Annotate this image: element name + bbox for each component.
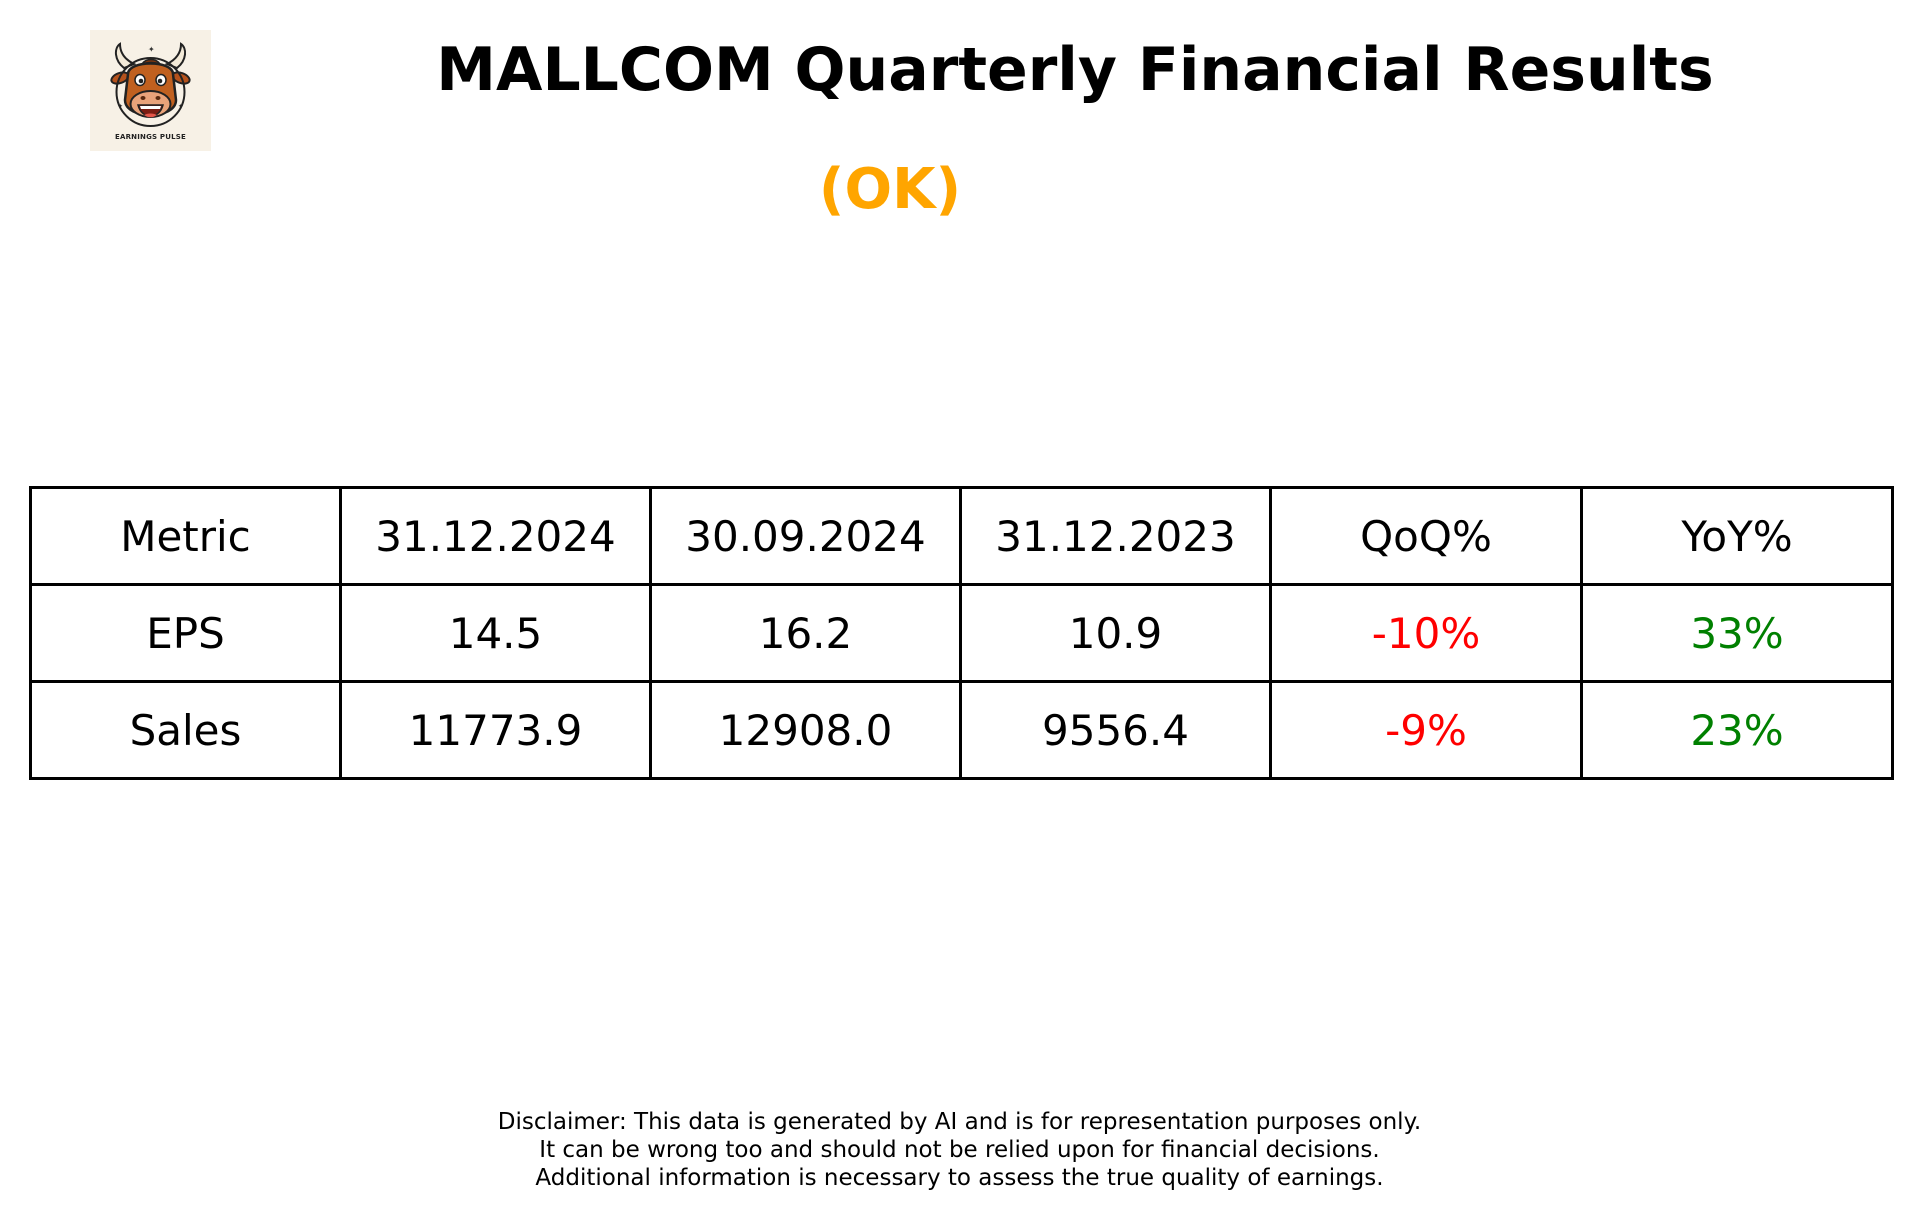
value-cell: 9556.4 (959, 680, 1272, 780)
table-header-row: Metric 31.12.2024 30.09.2024 31.12.2023 … (29, 486, 1894, 586)
qoq-change-cell: -9% (1269, 680, 1583, 780)
bull-mascot-icon: ✦ ✦ ✦ (110, 42, 191, 127)
metric-cell: Sales (29, 680, 342, 780)
column-header-yoy: YoY% (1580, 486, 1894, 586)
table-row-sales: Sales 11773.9 12908.0 9556.4 -9% 23% (29, 680, 1894, 780)
metric-cell: EPS (29, 583, 342, 683)
value-cell: 10.9 (959, 583, 1272, 683)
results-table: Metric 31.12.2024 30.09.2024 31.12.2023 … (29, 486, 1894, 780)
disclaimer: Disclaimer: This data is generated by AI… (0, 1108, 1919, 1192)
disclaimer-line: Additional information is necessary to a… (535, 1165, 1384, 1191)
earnings-pulse-logo: ✦ ✦ ✦ EARNINGS PULSE (90, 30, 211, 151)
yoy-change-cell: 23% (1580, 680, 1894, 780)
column-header-metric: Metric (29, 486, 342, 586)
disclaimer-line: Disclaimer: This data is generated by AI… (497, 1109, 1422, 1135)
svg-text:✦: ✦ (148, 45, 155, 54)
value-cell: 11773.9 (339, 680, 652, 780)
column-header-30-09-2024: 30.09.2024 (649, 486, 962, 586)
logo-text: EARNINGS PULSE (114, 133, 187, 141)
value-cell: 16.2 (649, 583, 962, 683)
value-cell: 12908.0 (649, 680, 962, 780)
yoy-change-cell: 33% (1580, 583, 1894, 683)
column-header-31-12-2023: 31.12.2023 (959, 486, 1272, 586)
disclaimer-line: It can be wrong too and should not be re… (539, 1137, 1380, 1163)
column-header-31-12-2024: 31.12.2024 (339, 486, 652, 586)
table-row-eps: EPS 14.5 16.2 10.9 -10% 33% (29, 583, 1894, 683)
value-cell: 14.5 (339, 583, 652, 683)
page-title: MALLCOM Quarterly Financial Results (436, 35, 1714, 105)
rating-label: (OK) (818, 157, 962, 222)
qoq-change-cell: -10% (1269, 583, 1583, 683)
column-header-qoq: QoQ% (1269, 486, 1583, 586)
